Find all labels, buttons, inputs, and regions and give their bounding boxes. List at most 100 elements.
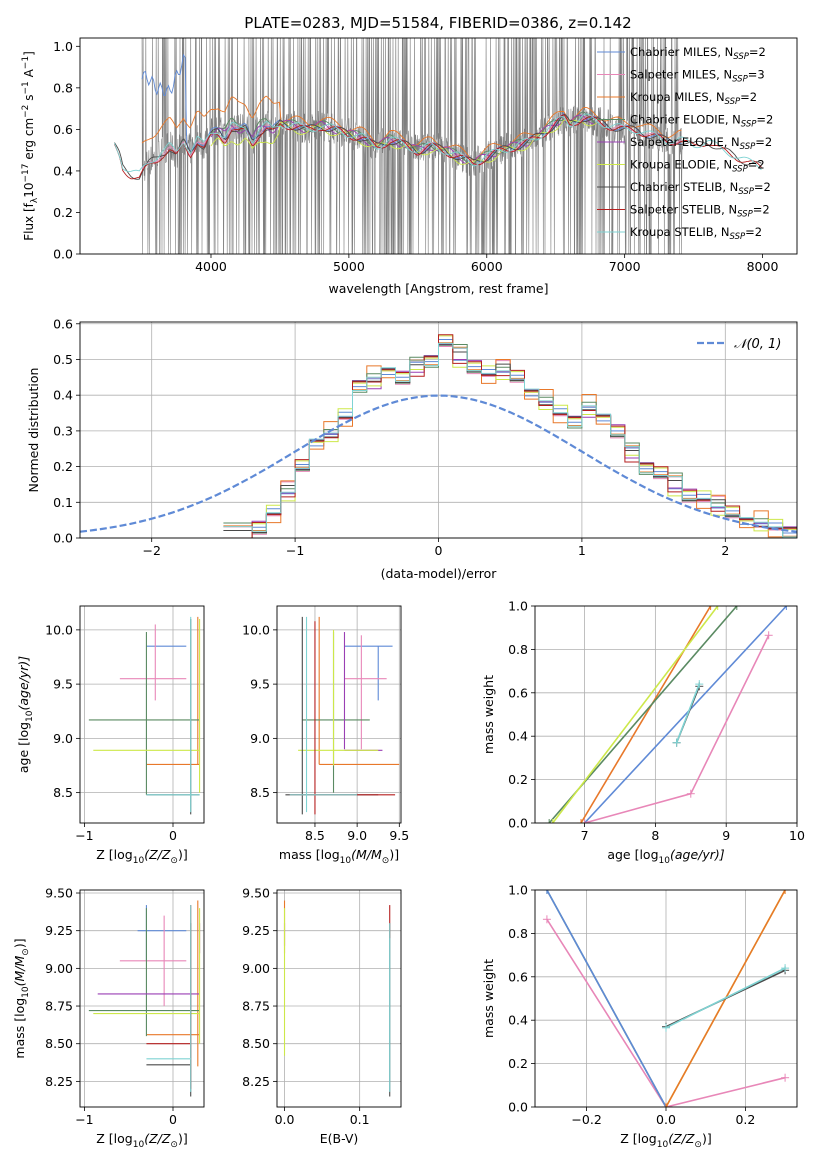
x-tick-label: 5000 <box>333 259 365 274</box>
y-tick-label: 0.2 <box>53 459 73 474</box>
histogram-step-kroupa-stelib <box>223 342 797 538</box>
panel-z-age: −1 0 8.5 9.0 9.5 10.0 Z [log10(Z/Z⊙)] age [log1… <box>16 605 205 866</box>
model-line-kroupa-stelib <box>114 113 762 172</box>
x-tick-label: 2 <box>721 543 729 558</box>
y-tick-label: 9.50 <box>242 886 270 901</box>
histogram-step-kroupa-miles <box>223 342 797 538</box>
weight-line-salpeter-miles <box>546 918 786 1107</box>
legend-label: Salpeter STELIB, NSSP=2 <box>630 203 770 220</box>
y-tick-label: 8.25 <box>242 1074 270 1089</box>
axes-frame <box>79 605 205 824</box>
legend-label: Chabrier STELIB, NSSP=2 <box>630 180 771 197</box>
x-axis-label: mass [log10(M/M⊙)] <box>279 847 399 866</box>
plot-area <box>545 606 791 823</box>
x-tick-label: 6000 <box>471 259 503 274</box>
panel-spectrum: 4000 5000 6000 7000 8000 0.0 0.2 0.4 0.6 0.8 1.0 wa… <box>21 37 798 296</box>
y-tick-label: 8.5 <box>53 785 73 800</box>
plot-area <box>114 38 762 254</box>
x-tick-label: 0.0 <box>275 1112 295 1127</box>
y-tick-label: 0.8 <box>508 926 528 941</box>
x-tick-label: 0 <box>169 1112 177 1127</box>
y-tick-label: 9.25 <box>242 923 270 938</box>
x-tick-label: −1 <box>75 828 93 843</box>
plot-area <box>542 890 790 1107</box>
y-tick-label: 9.50 <box>45 886 73 901</box>
plot-area <box>88 616 201 815</box>
axes-frame <box>534 889 798 1108</box>
y-tick-label: 8.5 <box>250 785 270 800</box>
legend-label: Salpeter MILES, NSSP=3 <box>630 68 765 85</box>
axes-frame <box>534 605 798 824</box>
y-axis-label: Flux [fλ10−17 erg cm−2 s−1 A−1] <box>21 51 40 241</box>
model-line-kroupa-elodie <box>210 119 597 165</box>
x-tick-label: −1 <box>286 543 304 558</box>
legend-label: 𝒩(0, 1) <box>734 337 781 352</box>
weight-line-chabrier-miles <box>546 890 667 1107</box>
x-axis-label: E(B-V) <box>320 1131 359 1146</box>
y-tick-label: 0.8 <box>53 80 73 95</box>
legend-label: Kroupa MILES, NSSP=2 <box>630 90 757 107</box>
x-tick-label: 9.5 <box>389 828 409 843</box>
axes-frame <box>276 889 402 1108</box>
y-tick-label: 9.0 <box>53 731 73 746</box>
y-tick-label: 0.6 <box>508 685 528 700</box>
histogram-step-chabrier-stelib <box>223 344 797 533</box>
x-tick-label: −2 <box>142 543 160 558</box>
y-axis-label: mass [log10(M/M⊙)] <box>12 938 31 1058</box>
x-tick-label: 8.5 <box>305 828 325 843</box>
y-tick-label: 9.00 <box>45 961 73 976</box>
y-tick-label: 0.4 <box>508 729 528 744</box>
plot-area <box>80 334 797 538</box>
y-tick-label: 8.50 <box>45 1036 73 1051</box>
y-tick-label: 0.2 <box>508 1056 528 1071</box>
legend-label: Chabrier MILES, NSSP=2 <box>630 45 766 62</box>
panel-z-mass: −1 0 8.25 8.50 8.75 9.00 9.25 9.50 Z [log10(Z/Z⊙… <box>12 886 205 1150</box>
normal-distribution-curve <box>80 394 797 533</box>
panel-z-weight: −0.2 0.0 0.2 0.0 0.2 0.4 0.6 0.8 1.0 mass weight Z… <box>481 883 798 1150</box>
y-tick-label: 8.75 <box>45 999 73 1014</box>
axes-frame <box>79 321 798 539</box>
x-tick-label: 10 <box>789 828 805 843</box>
weight-line-kroupa-stelib <box>675 683 701 743</box>
y-tick-label: 9.0 <box>250 731 270 746</box>
x-axis-label: Z [log10(Z/Z⊙)] <box>620 1131 711 1150</box>
panel-age-weight: 7 8 9 10 0.0 0.2 0.4 0.6 0.8 1.0 mass weight age [l… <box>481 599 805 867</box>
y-tick-label: 8.75 <box>242 999 270 1014</box>
panel-mass-age: 8.5 9.0 9.5 8.5 9.0 9.5 10.0 mass [log10(M/M⊙)] <box>242 605 409 866</box>
x-tick-label: 0 <box>435 543 443 558</box>
panel-ebv-mass: 0.0 0.1 8.25 8.50 8.75 9.00 9.25 9.50 E(B-V) <box>242 886 402 1146</box>
x-tick-label: 7 <box>581 828 589 843</box>
histogram-step-kroupa-elodie <box>223 335 797 538</box>
y-tick-label: 0.6 <box>53 316 73 331</box>
weight-line-kroupa-stelib <box>665 967 786 1029</box>
x-tick-label: −1 <box>75 1112 93 1127</box>
y-tick-label: 1.0 <box>508 599 528 614</box>
y-tick-label: 0.6 <box>508 969 528 984</box>
y-tick-label: 0.5 <box>53 352 73 367</box>
y-tick-label: 9.5 <box>53 677 73 692</box>
legend-label: Salpeter ELODIE, NSSP=2 <box>630 135 772 152</box>
y-tick-label: 9.25 <box>45 923 73 938</box>
x-tick-label: 7000 <box>609 259 641 274</box>
legend-label: Kroupa STELIB, NSSP=2 <box>630 225 762 242</box>
plot-area <box>283 900 391 1097</box>
axes-frame <box>276 605 402 824</box>
x-tick-label: 8 <box>651 828 659 843</box>
y-tick-label: 0.2 <box>508 772 528 787</box>
y-tick-label: 0.0 <box>53 531 73 546</box>
x-axis-label: wavelength [Angstrom, rest frame] <box>328 281 548 296</box>
x-tick-label: 0.0 <box>656 1112 676 1127</box>
model-line-salpeter-stelib <box>114 114 762 180</box>
weight-line-kroupa-elodie <box>552 606 719 823</box>
y-tick-label: 0.2 <box>53 205 73 220</box>
x-tick-label: 0.1 <box>350 1112 370 1127</box>
y-axis-label: mass weight <box>481 675 496 754</box>
y-tick-label: 0.0 <box>508 1100 528 1115</box>
plot-area <box>88 900 201 1097</box>
y-tick-label: 1.0 <box>508 883 528 898</box>
legend-label: Kroupa ELODIE, NSSP=2 <box>630 158 765 175</box>
y-tick-label: 9.5 <box>250 677 270 692</box>
y-tick-label: 0.1 <box>53 495 73 510</box>
axes-frame <box>79 37 798 255</box>
